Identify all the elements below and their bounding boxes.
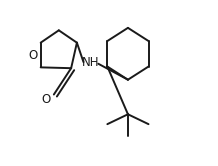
Text: O: O (41, 93, 50, 106)
Text: O: O (29, 48, 38, 62)
Text: NH: NH (82, 56, 100, 69)
